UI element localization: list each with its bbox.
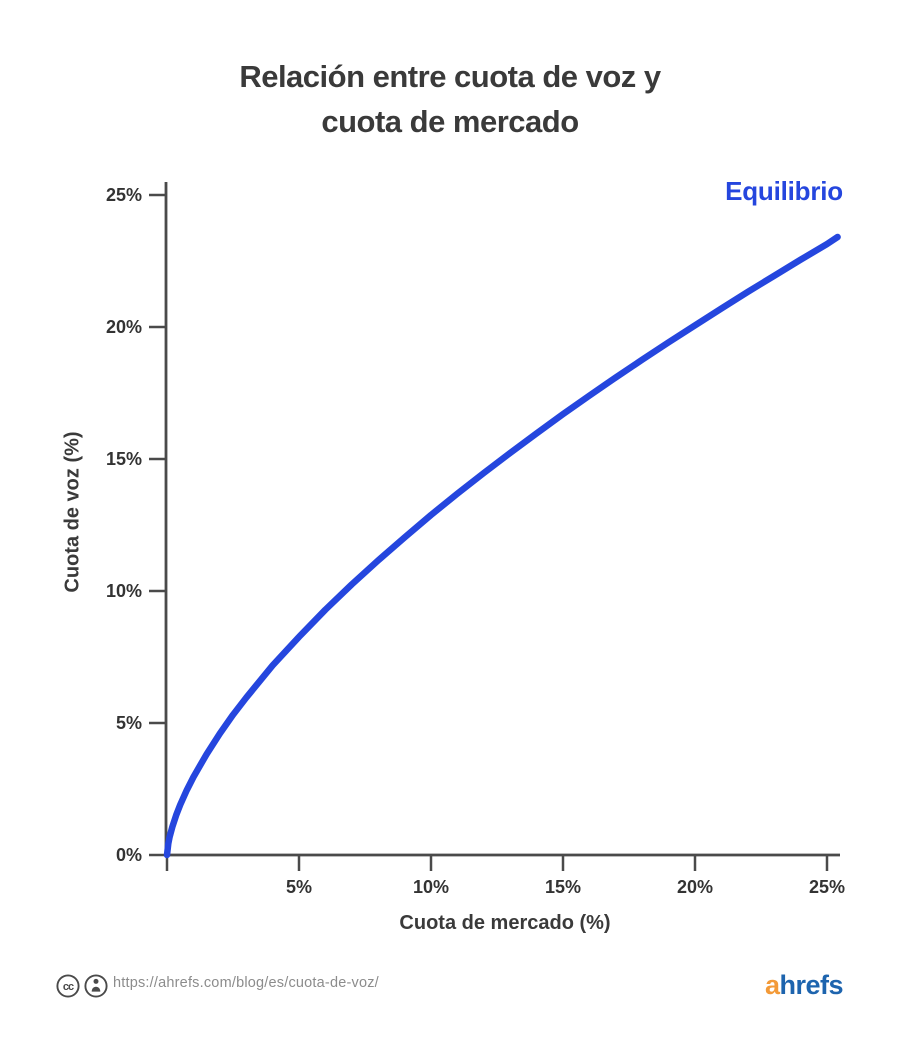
footer: cc https://ahrefs.com/blog/es/cuota-de-v… xyxy=(0,968,900,1004)
ahrefs-logo: ahrefs xyxy=(764,970,844,1001)
x-tick-label: 5% xyxy=(286,877,312,897)
series-label-equilibrio: Equilibrio xyxy=(725,176,843,206)
y-tick-label: 20% xyxy=(106,317,142,337)
y-tick-label: 15% xyxy=(106,449,142,469)
y-tick-label: 0% xyxy=(116,845,142,865)
x-tick-label: 15% xyxy=(545,877,581,897)
x-tick-label: 10% xyxy=(413,877,449,897)
svg-text:cc: cc xyxy=(63,981,74,993)
y-tick-label: 25% xyxy=(106,185,142,205)
x-axis-title: Cuota de mercado (%) xyxy=(399,912,611,934)
chart-title: Relación entre cuota de voz y cuota de m… xyxy=(0,54,900,144)
ahrefs-logo-hrefs: hrefs xyxy=(779,970,843,1000)
y-tick-label: 10% xyxy=(106,581,142,601)
cc-icon: cc xyxy=(56,974,80,998)
attribution-icon xyxy=(84,974,108,998)
axis-lines xyxy=(164,182,840,857)
y-axis-title: Cuota de voz (%) xyxy=(61,431,84,593)
source-url: https://ahrefs.com/blog/es/cuota-de-voz/ xyxy=(113,975,379,991)
chart-title-line2: cuota de mercado xyxy=(321,104,579,139)
ahrefs-logo-a: a xyxy=(764,970,780,1000)
license-icons: cc xyxy=(56,974,108,998)
x-tick-label: 20% xyxy=(677,877,713,897)
chart-title-line1: Relación entre cuota de voz y xyxy=(239,59,661,94)
equilibrium-curve xyxy=(163,233,841,859)
x-tick-label: 25% xyxy=(809,877,845,897)
y-tick-label: 5% xyxy=(116,713,142,733)
